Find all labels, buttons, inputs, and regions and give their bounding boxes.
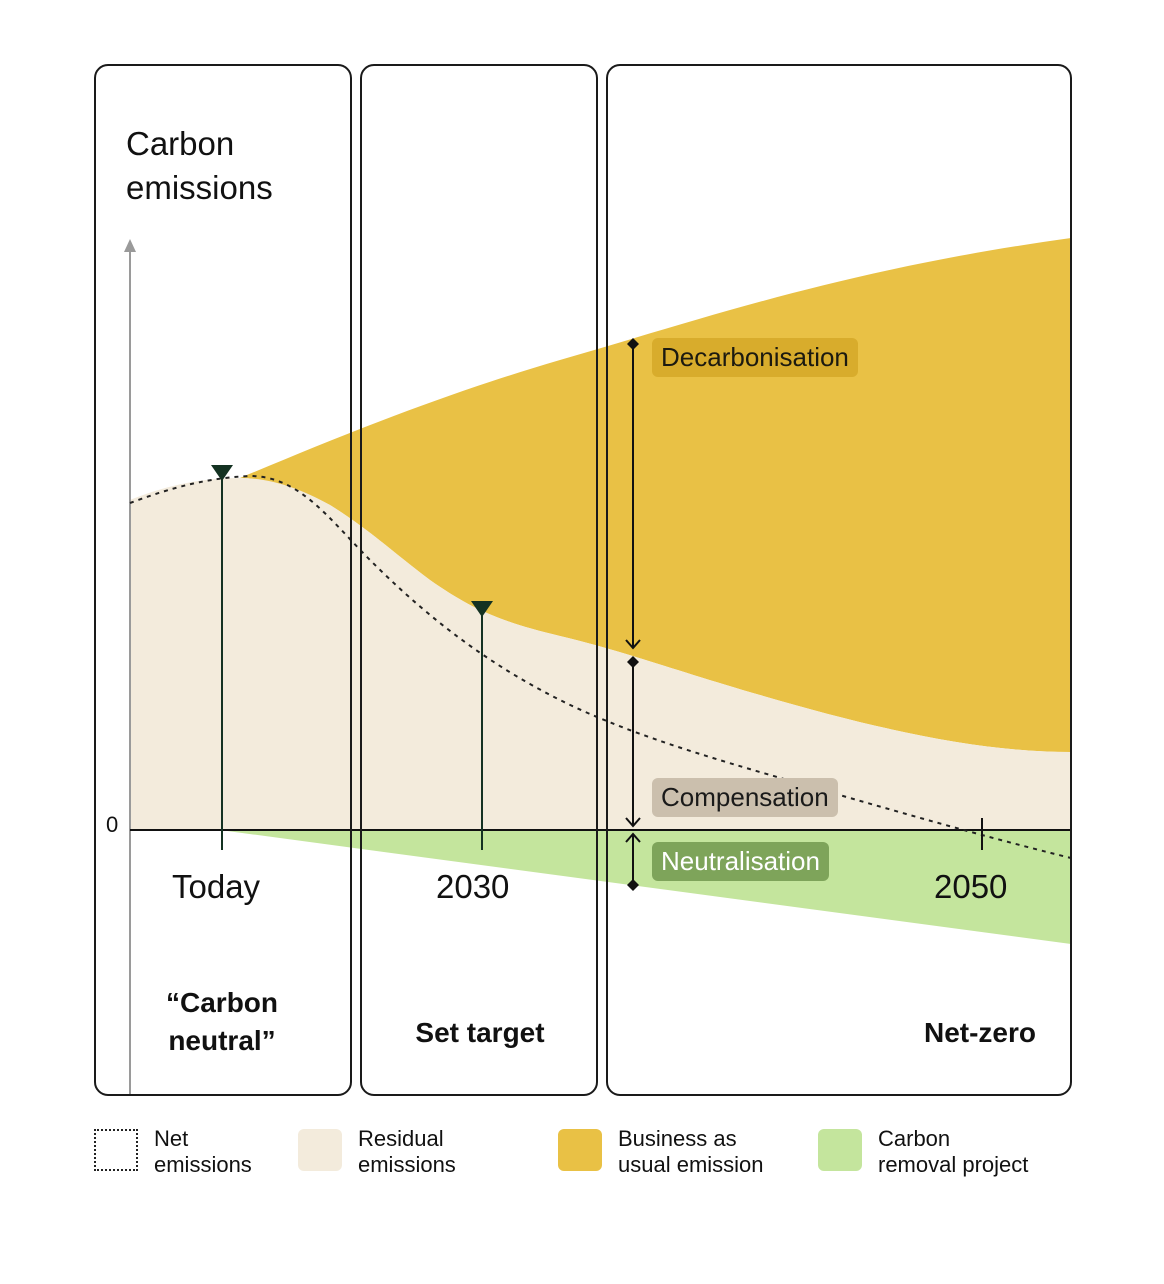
panel-today — [94, 64, 352, 1096]
legend-item-carbon-removal: Carbon removal project — [818, 1126, 1068, 1177]
legend-label: Residual emissions — [358, 1126, 456, 1177]
target-2030-marker-icon — [471, 601, 493, 617]
neutralisation-tag: Neutralisation — [652, 842, 829, 881]
year-label-2030: 2030 — [436, 868, 510, 905]
stage-label-carbon-neutral: “Carbon neutral” — [166, 987, 278, 1056]
legend-swatch-dotted — [94, 1129, 138, 1171]
stage-label-set-target: Set target — [415, 1017, 545, 1048]
legend-swatch — [558, 1129, 602, 1171]
year-label-2050: 2050 — [934, 868, 1008, 905]
compensation-tag: Compensation — [652, 778, 838, 817]
neutralisation-arrow-icon — [625, 832, 641, 843]
residual-emissions-area — [130, 478, 1071, 830]
decarbonisation-tag: Decarbonisation — [652, 338, 858, 377]
panel-set-target — [360, 64, 598, 1096]
legend-label: Net emissions — [154, 1126, 252, 1177]
stage-label-net-zero: Net-zero — [923, 1017, 1036, 1048]
year-label-today: Today — [172, 868, 261, 905]
y-axis-arrow-icon — [124, 239, 136, 252]
legend-label: Carbon removal project — [878, 1126, 1029, 1177]
legend-swatch — [298, 1129, 342, 1171]
neutralisation-diamond-icon — [627, 879, 639, 891]
legend-label: Business as usual emission — [618, 1126, 764, 1177]
compensation-diamond-icon — [627, 656, 639, 668]
diagram-title: Carbon emissions — [126, 125, 273, 206]
today-marker-icon — [211, 465, 233, 481]
zero-label: 0 — [106, 812, 119, 837]
decarbonisation-arrow-icon — [625, 639, 641, 650]
legend-item-net-emissions: Net emissions — [94, 1126, 294, 1177]
business-as-usual-area — [240, 238, 1071, 752]
legend-swatch — [818, 1129, 862, 1171]
net-emissions-line — [129, 474, 1072, 859]
carbon-removal-area — [220, 830, 1071, 944]
legend-item-business-as-usual: Business as usual emission — [558, 1126, 798, 1177]
panel-net-zero — [606, 64, 1072, 1096]
legend-item-residual-emissions: Residual emissions — [298, 1126, 518, 1177]
compensation-arrow-icon — [625, 817, 641, 828]
decarbonisation-diamond-icon — [627, 338, 639, 350]
